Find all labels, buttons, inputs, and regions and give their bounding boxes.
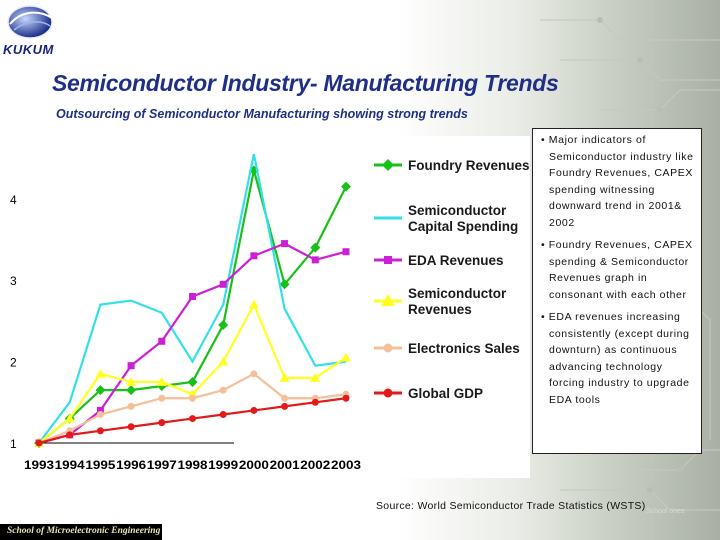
data-point-semiconductor-revenues [279,372,290,382]
legend-label: Electronics Sales [408,341,520,356]
series-line-eda-revenues [38,242,347,445]
logo [4,2,70,62]
chart-panel: 1 2 3 4 1993 1994 1995 1996 1997 1998 1999 2000 2001… [4,136,530,478]
legend-label: Capital Spending [408,219,518,234]
x-tick-label: 2003 [331,460,361,472]
y-tick-label: 3 [10,274,17,288]
data-point-foundry-revenues [310,242,321,253]
data-point-foundry-revenues [218,319,229,330]
data-point-eda-revenues [219,280,227,288]
data-point-foundry-revenues [341,181,351,192]
data-point-global-gdp [219,411,227,419]
x-tick-label: 1995 [85,460,116,472]
data-point-foundry-revenues [279,279,290,290]
data-point-foundry-revenues [187,376,198,387]
legend-marker-global-gdp [383,388,393,398]
legend-label: Semiconductor [408,286,507,301]
data-point-eda-revenues [342,248,350,256]
data-point-semiconductor-revenues [95,368,106,378]
y-tick-label: 4 [10,193,17,207]
corner-watermark: School ones [646,508,685,515]
data-point-foundry-revenues [126,385,137,396]
data-point-semiconductor-revenues [156,376,167,386]
data-point-electronics-sales [158,394,166,402]
data-point-global-gdp [250,406,258,414]
x-tick-label: 1993 [24,460,54,472]
legend-marker-foundry-revenues [382,159,394,171]
data-point-eda-revenues [158,337,166,345]
x-tick-label: 1994 [55,460,86,472]
y-tick-label: 1 [10,437,17,451]
x-tick-label: 2000 [239,460,269,472]
legend-label: Global GDP [408,386,483,401]
data-point-global-gdp [311,398,319,406]
data-point-global-gdp [127,423,135,431]
logo-text: KUKUM [3,42,54,57]
footer-text: School of Microelectronic Engineering [7,526,161,536]
data-point-electronics-sales [189,394,196,402]
data-point-foundry-revenues [95,385,106,396]
bullet-point: • Foundry Revenues, CAPEX spending & Sem… [541,239,693,301]
data-point-electronics-sales [127,402,135,410]
data-point-global-gdp [158,419,166,427]
data-point-global-gdp [281,402,289,410]
data-point-semiconductor-revenues [218,356,229,366]
bullet-point: • Major indicators of Semiconductor indu… [541,134,694,229]
x-tick-label: 1998 [178,460,209,472]
data-point-semiconductor-revenues [64,413,75,423]
series-line-foundry-revenues [38,170,347,444]
data-point-global-gdp [189,415,196,423]
series-line-semiconductor-capital-spending [38,153,347,444]
data-point-global-gdp [342,394,350,402]
page-subtitle: Outsourcing of Semiconductor Manufacturi… [56,107,468,121]
data-point-eda-revenues [311,256,319,264]
x-tick-label: 2002 [300,460,330,472]
data-point-semiconductor-revenues [310,372,321,382]
globe-logo-icon [7,5,53,39]
data-point-electronics-sales [250,370,258,378]
data-point-semiconductor-revenues [341,352,351,362]
x-tick-label: 1999 [208,460,238,472]
data-point-eda-revenues [189,293,196,300]
data-point-semiconductor-revenues [126,376,137,386]
x-tick-label: 1996 [116,460,146,472]
legend-label: Revenues [408,302,472,317]
bullet-points-box: • Major indicators of Semiconductor indu… [532,128,702,454]
data-point-electronics-sales [281,394,289,402]
data-point-global-gdp [35,439,43,447]
legend-label: Foundry Revenues [408,158,530,173]
legend-marker-electronics-sales [383,343,393,353]
x-tick-label: 2001 [270,460,301,472]
source-citation: Source: World Semiconductor Trade Statis… [376,500,646,512]
data-point-global-gdp [96,427,104,435]
y-tick-label: 2 [10,356,17,370]
line-chart: 1 2 3 4 1993 1994 1995 1996 1997 1998 1999 2000 2001… [10,153,530,472]
x-tick-label: 1997 [147,460,177,472]
page-title: Semiconductor Industry- Manufacturing Tr… [52,70,559,96]
legend-marker-eda-revenues [384,256,392,264]
data-point-electronics-sales [219,386,227,394]
data-point-eda-revenues [127,362,135,370]
data-point-electronics-sales [96,411,104,419]
data-point-global-gdp [66,431,74,439]
data-point-semiconductor-revenues [248,299,259,309]
legend-marker-semiconductor-revenues [381,294,395,306]
data-point-eda-revenues [281,240,289,248]
data-point-eda-revenues [96,406,104,414]
data-point-eda-revenues [250,252,258,260]
legend-label: EDA Revenues [408,253,504,268]
bullet-point: • EDA revenues increasing consistently (… [541,311,690,406]
footer-bar: School of Microelectronic Engineering [0,524,162,540]
legend-label: Semiconductor [408,203,507,218]
